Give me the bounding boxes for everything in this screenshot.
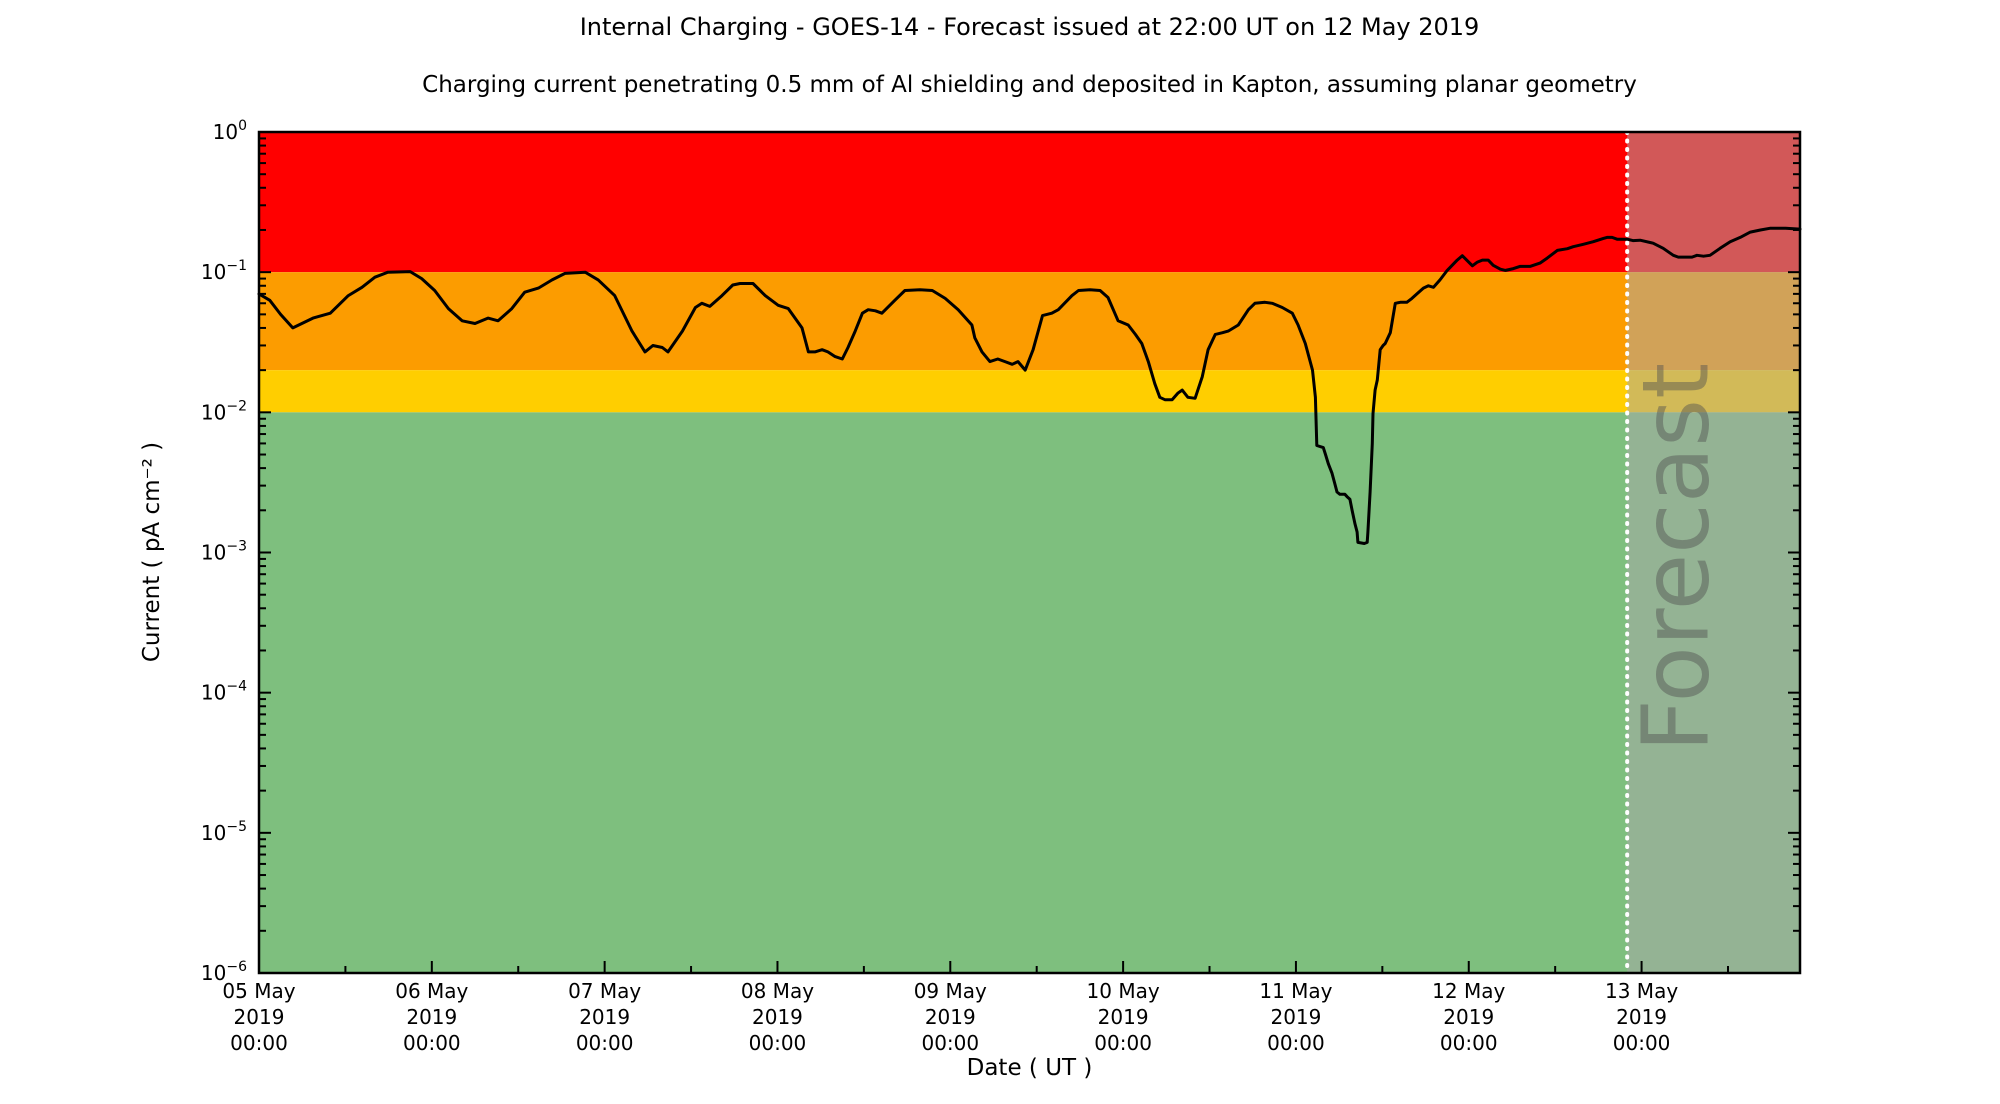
x-tick-label: 09 May 2019 00:00 (914, 979, 987, 1055)
y-tick-label: 100 (213, 118, 247, 144)
x-tick-label: 05 May 2019 00:00 (222, 979, 295, 1055)
y-tick-label: 10−3 (201, 539, 247, 565)
forecast-label: Forecast (1623, 363, 1730, 752)
y-tick-label: 10−4 (201, 679, 247, 705)
y-tick-label: 10−5 (201, 819, 247, 845)
y-tick-label: 10−6 (201, 959, 247, 985)
warning-band-red (259, 132, 1800, 273)
warning-band-green (259, 412, 1800, 973)
x-tick-label: 12 May 2019 00:00 (1432, 979, 1505, 1055)
forecast-overlay (1627, 132, 1800, 973)
plot-frame (257, 130, 1802, 975)
x-tick-label: 11 May 2019 00:00 (1259, 979, 1332, 1055)
y-tick-label: 10−1 (201, 258, 247, 284)
warning-band-orange (259, 272, 1800, 371)
x-tick-label: 06 May 2019 00:00 (395, 979, 468, 1055)
x-axis-label: Date ( UT ) (966, 1055, 1093, 1081)
chart-title: Internal Charging - GOES-14 - Forecast i… (579, 13, 1480, 41)
x-tick-label: 13 May 2019 00:00 (1605, 979, 1678, 1055)
y-axis-label: Current ( pA cm⁻² ) (139, 441, 165, 663)
x-tick-label: 08 May 2019 00:00 (741, 979, 814, 1055)
y-tick-label: 10−2 (201, 398, 247, 424)
warning-band-yellow (259, 370, 1800, 413)
data-line-charging-current (257, 226, 1802, 545)
x-tick-label: 07 May 2019 00:00 (568, 979, 641, 1055)
chart-subtitle: Charging current penetrating 0.5 mm of A… (422, 72, 1637, 98)
x-tick-label: 10 May 2019 00:00 (1087, 979, 1160, 1055)
